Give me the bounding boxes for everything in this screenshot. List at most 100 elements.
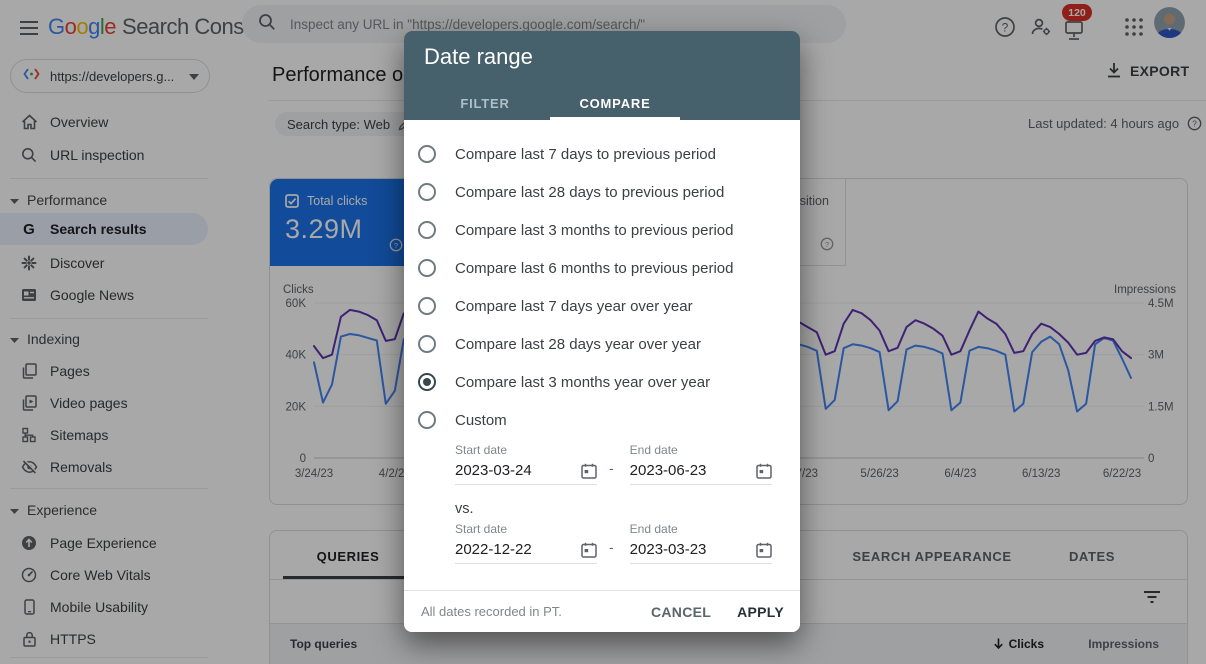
calendar-icon	[581, 542, 597, 558]
radio-compare-3-months-yoy[interactable]: Compare last 3 months year over year	[404, 363, 800, 401]
property-selector[interactable]: https://developers.g...	[10, 59, 210, 93]
sidebar-item-mobile-usability[interactable]: Mobile Usability	[0, 591, 268, 623]
svg-text:6/13/23: 6/13/23	[1022, 468, 1060, 480]
tab-queries[interactable]: QUERIES	[316, 549, 380, 564]
search-icon	[20, 146, 38, 164]
compare-end-date-value[interactable]: 2023-03-23	[629, 541, 707, 558]
svg-text:3M: 3M	[1148, 350, 1164, 362]
sidebar-item-label: Google News	[50, 287, 135, 303]
sidebar-item-label: Overview	[50, 114, 109, 130]
radio-label: Compare last 7 days to previous period	[455, 145, 716, 163]
radio-icon	[418, 373, 436, 391]
range-dash: -	[609, 460, 614, 476]
radio-compare-7-days-previous[interactable]: Compare last 7 days to previous period	[404, 135, 800, 173]
radio-custom[interactable]: Custom	[404, 401, 800, 439]
user-settings-icon[interactable]	[1022, 8, 1060, 46]
sidebar-item-url-inspection[interactable]: URL inspection	[0, 139, 268, 171]
tab-dates[interactable]: DATES	[1068, 549, 1116, 564]
sidebar-item-page-experience[interactable]: Page Experience	[0, 527, 268, 559]
sidebar-section-indexing[interactable]: Indexing	[0, 325, 268, 353]
sidebar-divider	[10, 488, 208, 489]
sidebar-section-label: Experience	[27, 502, 98, 518]
sidebar-item-video-pages[interactable]: Video pages	[0, 387, 268, 419]
start-date-value[interactable]: 2023-03-24	[455, 462, 532, 479]
radio-compare-28-days-yoy[interactable]: Compare last 28 days year over year	[404, 325, 800, 363]
filter-icon[interactable]	[1143, 590, 1161, 609]
sidebar-item-pages[interactable]: Pages	[0, 355, 268, 387]
sidebar-item-overview[interactable]: Overview	[0, 106, 268, 138]
svg-text:3/24/23: 3/24/23	[295, 468, 333, 480]
export-button[interactable]: EXPORT	[1106, 62, 1189, 79]
apply-button[interactable]: APPLY	[737, 603, 784, 620]
comparison-date-range: Start date 2022-12-22 - End date 2023-03…	[455, 522, 800, 564]
sidebar-item-removals[interactable]: Removals	[0, 451, 268, 483]
end-date-label: End date	[629, 443, 678, 457]
calendar-icon	[581, 463, 597, 479]
sidebar-item-discover[interactable]: Discover	[0, 247, 268, 279]
apps-grid-icon[interactable]	[1115, 8, 1153, 46]
end-date-value[interactable]: 2023-06-23	[629, 462, 707, 479]
sidebar-item-google-news[interactable]: Google News	[0, 279, 268, 311]
svg-text:?: ?	[394, 241, 398, 250]
home-icon	[20, 113, 38, 131]
calendar-icon	[755, 463, 772, 479]
vs-label: vs.	[455, 501, 474, 517]
help-icon[interactable]: ?	[820, 237, 834, 256]
radio-label: Compare last 28 days year over year	[455, 335, 701, 353]
sidebar-item-label: Removals	[50, 459, 113, 475]
sidebar-item-label: Page Experience	[50, 535, 157, 551]
svg-text:0: 0	[300, 453, 306, 465]
radio-compare-7-days-yoy[interactable]: Compare last 7 days year over year	[404, 287, 800, 325]
svg-text:?: ?	[825, 240, 829, 249]
tab-search-appearance[interactable]: SEARCH APPEARANCE	[852, 549, 1012, 564]
compare-start-date-value[interactable]: 2022-12-22	[455, 541, 532, 558]
code-icon	[23, 67, 40, 86]
announcements-icon[interactable]	[1055, 12, 1093, 50]
eye-off-icon	[20, 458, 38, 476]
sidebar-item-core-web-vitals[interactable]: Core Web Vitals	[0, 559, 268, 591]
sidebar-item-label: Mobile Usability	[50, 599, 149, 615]
help-icon[interactable]: ?	[389, 238, 403, 257]
radio-icon	[418, 221, 436, 239]
card-label: Total clicks	[307, 194, 368, 208]
radio-compare-3-months-previous[interactable]: Compare last 3 months to previous period	[404, 211, 800, 249]
start-date-field[interactable]: Start date 2023-03-24	[455, 443, 597, 485]
sidebar-section-experience[interactable]: Experience	[0, 496, 268, 524]
hamburger-menu-icon[interactable]	[14, 13, 44, 43]
dialog-tab-compare[interactable]: COMPARE	[550, 87, 680, 120]
export-label: EXPORT	[1130, 62, 1190, 79]
sidebar-item-label: Core Web Vitals	[50, 567, 151, 583]
start-date-label: Start date	[455, 522, 508, 536]
end-date-field[interactable]: End date 2023-06-23	[629, 443, 772, 485]
video-pages-icon	[20, 394, 38, 412]
table-col-clicks[interactable]: Clicks	[993, 637, 1044, 651]
chevron-down-icon	[189, 67, 199, 85]
search-placeholder: Inspect any URL in "https://developers.g…	[290, 16, 646, 32]
total-clicks-card[interactable]: Total clicks 3.29M ?	[270, 179, 414, 266]
sidebar-item-search-results[interactable]: G Search results	[0, 213, 208, 245]
search-type-label: Search type: Web	[287, 116, 391, 132]
table-col-impressions[interactable]: Impressions	[1088, 637, 1159, 651]
sidebar-item-sitemaps[interactable]: Sitemaps	[0, 419, 268, 451]
sidebar-section-performance[interactable]: Performance	[0, 186, 268, 214]
sidebar-item-label: Search results	[50, 221, 147, 237]
search-icon	[258, 13, 276, 36]
sidebar-item-https[interactable]: HTTPS	[0, 623, 268, 655]
avatar[interactable]	[1154, 7, 1185, 38]
primary-date-range: Start date 2023-03-24 - End date 2023-06…	[455, 443, 800, 485]
compare-end-date-field[interactable]: End date 2023-03-23	[629, 522, 772, 564]
clicks-header-label: Clicks	[1008, 637, 1044, 651]
radio-compare-6-months-previous[interactable]: Compare last 6 months to previous period	[404, 249, 800, 287]
dialog-header: Date range FILTER COMPARE	[404, 31, 800, 120]
help-icon[interactable]: ?	[986, 8, 1024, 46]
start-date-label: Start date	[455, 443, 508, 457]
dialog-tab-filter[interactable]: FILTER	[460, 96, 510, 111]
cancel-button[interactable]: CANCEL	[650, 603, 712, 620]
radio-compare-28-days-previous[interactable]: Compare last 28 days to previous period	[404, 173, 800, 211]
sort-desc-icon	[993, 638, 1003, 650]
search-type-chip[interactable]: Search type: Web	[275, 112, 422, 136]
google-g-icon: G	[20, 220, 38, 238]
lock-icon	[20, 630, 38, 648]
compare-start-date-field[interactable]: Start date 2022-12-22	[455, 522, 597, 564]
